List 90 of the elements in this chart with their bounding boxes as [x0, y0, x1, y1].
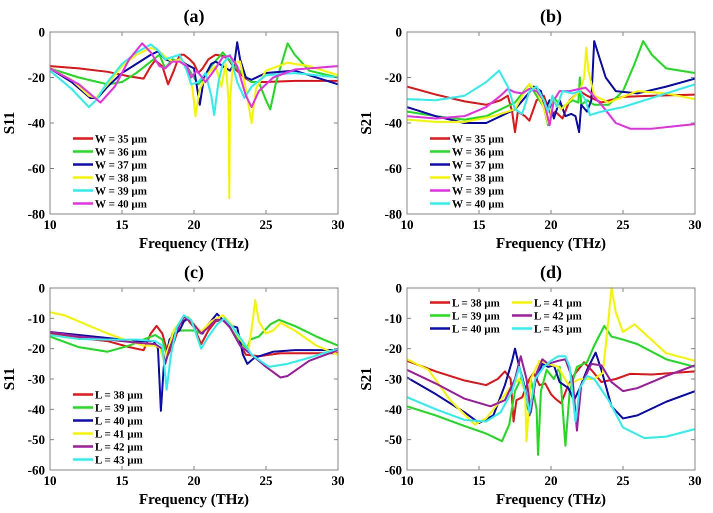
legend-label: L = 40 µm	[452, 323, 500, 336]
legend-label: L = 43 µm	[534, 323, 582, 336]
y-tick-label: -10	[28, 310, 45, 326]
y-tick-label: -40	[28, 116, 45, 131]
line-series	[50, 316, 338, 378]
x-axis-title: Frequency (THz)	[138, 236, 250, 252]
x-tick-label: 15	[472, 473, 486, 488]
y-tick-label: -20	[384, 70, 402, 86]
x-tick-label: 30	[332, 217, 344, 232]
legend-label: W = 38 µm	[452, 172, 504, 184]
x-axis-title: Frequency (THz)	[496, 236, 606, 252]
y-tick-label: 0	[396, 24, 402, 40]
x-axis-title: Frequency (THz)	[496, 492, 606, 508]
y-axis-title: S21	[359, 111, 375, 135]
x-tick-label: 25	[616, 473, 630, 488]
x-axis-title: Frequency (THz)	[138, 492, 250, 508]
line-series	[407, 360, 695, 422]
x-tick-label: 15	[472, 217, 486, 232]
x-tick-label: 25	[616, 217, 630, 232]
x-tick-label: 20	[544, 473, 558, 488]
chart-title: (c)	[184, 262, 204, 282]
y-tick-label: 0	[396, 280, 402, 296]
y-tick-label: -40	[28, 402, 45, 417]
y-tick-label: -40	[384, 402, 402, 417]
y-tick-label: -50	[384, 432, 402, 448]
y-axis-title: S21	[359, 367, 375, 391]
legend-label: L = 42 µm	[534, 310, 582, 322]
y-tick-label: -20	[28, 70, 45, 86]
x-tick-label: 20	[188, 217, 200, 232]
y-tick-label: -80	[384, 206, 402, 222]
y-axis-title: S11	[2, 368, 18, 390]
legend-label: L = 39 µm	[95, 402, 143, 414]
chart-title: (b)	[540, 6, 562, 26]
y-tick-label: -10	[384, 310, 402, 326]
y-tick-label: -60	[384, 462, 402, 478]
legend-label: W = 40 µm	[452, 198, 504, 210]
x-tick-label: 25	[260, 217, 273, 232]
legend-label: L = 38 µm	[452, 297, 500, 310]
legend-label: W = 36 µm	[452, 146, 504, 158]
x-tick-label: 15	[116, 473, 129, 488]
y-tick-label: 0	[38, 280, 45, 296]
legend-label: W = 35 µm	[452, 133, 504, 146]
line-series	[50, 314, 338, 391]
chart-title: (a)	[184, 6, 204, 26]
line-series	[407, 348, 695, 424]
y-tick-label: -60	[28, 462, 45, 478]
y-tick-label: -80	[28, 206, 45, 222]
legend-label: W = 37 µm	[452, 159, 504, 172]
legend-label: L = 41 µm	[534, 297, 582, 310]
x-tick-label: 10	[44, 217, 56, 232]
legend-label: L = 43 µm	[95, 454, 143, 466]
legend-label: L = 39 µm	[452, 310, 500, 322]
legend-label: W = 37 µm	[95, 159, 147, 172]
legend-label: L = 40 µm	[95, 415, 143, 428]
x-tick-label: 10	[400, 217, 414, 232]
x-tick-label: 30	[688, 217, 702, 232]
x-tick-label: 20	[544, 217, 558, 232]
y-tick-label: 0	[38, 24, 45, 40]
legend-label: W = 35 µm	[95, 133, 147, 146]
y-axis-title: S11	[2, 112, 18, 134]
y-tick-label: -60	[28, 161, 45, 176]
x-tick-label: 30	[688, 473, 702, 488]
x-tick-label: 25	[260, 473, 273, 488]
x-tick-label: 20	[188, 473, 200, 488]
line-series	[50, 46, 338, 200]
y-tick-label: -20	[28, 341, 45, 356]
y-tick-label: -30	[28, 372, 45, 387]
legend-label: L = 41 µm	[95, 428, 143, 440]
chart-title: (d)	[540, 262, 562, 282]
y-tick-label: -40	[384, 116, 402, 131]
y-tick-label: -50	[28, 432, 45, 448]
line-series	[407, 324, 695, 456]
legend-label: W = 39 µm	[95, 185, 147, 198]
line-series	[50, 299, 338, 362]
y-tick-label: -60	[384, 161, 402, 176]
x-tick-label: 10	[400, 473, 414, 488]
x-tick-label: 30	[332, 473, 344, 488]
x-tick-label: 10	[44, 473, 56, 488]
y-tick-label: -30	[384, 372, 402, 387]
line-series	[50, 54, 338, 86]
line-series	[407, 287, 695, 442]
y-tick-label: -20	[384, 341, 402, 356]
legend-label: L = 38 µm	[95, 389, 143, 402]
legend-label: W = 40 µm	[95, 198, 147, 210]
x-tick-label: 15	[116, 217, 129, 232]
legend-label: L = 42 µm	[95, 441, 143, 454]
line-series	[407, 70, 695, 116]
legend-label: W = 38 µm	[95, 172, 147, 184]
legend-label: W = 36 µm	[95, 146, 147, 158]
legend-label: W = 39 µm	[452, 185, 504, 198]
